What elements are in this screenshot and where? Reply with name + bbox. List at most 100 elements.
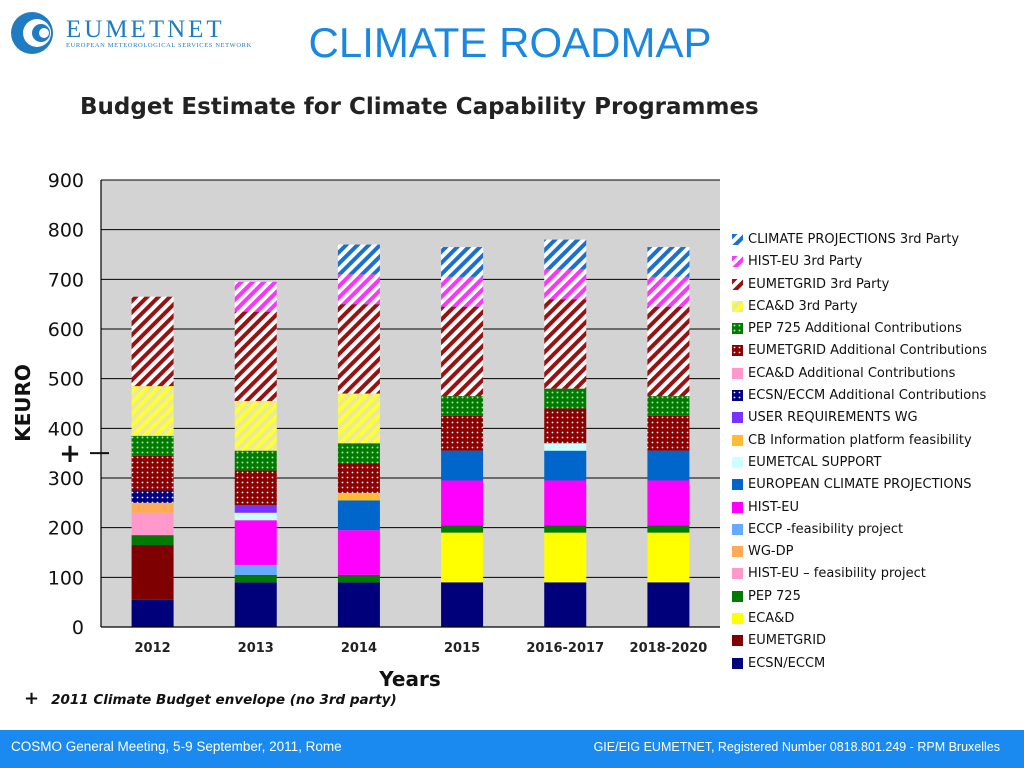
y-tick-label: 900 [48, 170, 84, 192]
bars [131, 239, 690, 627]
bar-segment [544, 388, 587, 409]
bar-segment [647, 247, 690, 277]
legend-item: EUMETGRID [732, 630, 1024, 652]
y-tick-label: 300 [48, 468, 84, 490]
y-axis-label: KEURO [11, 364, 35, 442]
bar-segment [131, 502, 174, 513]
bar-segment [647, 396, 690, 416]
bar-segment [647, 276, 690, 307]
bar-segment [337, 530, 380, 575]
bar-segment [441, 247, 484, 277]
legend-item: ECA&D Additional Contributions [732, 363, 1024, 385]
bar-segment [234, 470, 277, 506]
bar-segment [131, 599, 174, 627]
bar-segment [337, 274, 380, 305]
legend-label: EUMETGRID 3rd Party [748, 276, 890, 292]
bar-segment [234, 281, 277, 312]
legend-label: EUMETGRID [748, 633, 827, 649]
legend-label: ECSN/ECCM Additional Contributions [748, 388, 987, 404]
legend-item: ECSN/ECCM Additional Contributions [732, 385, 1024, 407]
bar-segment [337, 500, 380, 531]
eumetnet-logo: EUMETNET EUROPEAN METEOROLOGICAL SERVICE… [10, 10, 251, 56]
logo-subtitle: EUROPEAN METEOROLOGICAL SERVICES NETWORK [66, 42, 252, 49]
legend-item: ECCP -feasibility project [732, 519, 1024, 541]
bar-segment [234, 311, 277, 402]
bar-segment [131, 490, 174, 503]
legend-label: CB Information platform feasibility [748, 432, 972, 448]
legend-swatch [732, 456, 743, 468]
y-tick-label: 100 [48, 567, 84, 589]
legend-item: HIST-EU [732, 497, 1024, 519]
footer-right-text: GIE/EIG EUMETNET, Registered Number 0818… [593, 740, 1000, 754]
bar-segment [544, 450, 587, 481]
bar-segment [234, 401, 277, 451]
legend-swatch [732, 590, 743, 602]
plot-background [101, 180, 720, 627]
eumetnet-logo-icon [11, 12, 53, 54]
legend-swatch [732, 412, 743, 424]
bar-segment [647, 306, 690, 397]
legend-swatch [732, 234, 743, 245]
x-axis-label: Years [378, 667, 440, 691]
legend-swatch [732, 367, 743, 379]
legend-swatch [732, 501, 743, 513]
legend-item: EUMETGRID 3rd Party [732, 274, 1024, 296]
tick-labels: 0 100 200 300 400 500 600 700 800 900 2012 2013 2014… [48, 170, 708, 656]
legend-label: ECA&D Additional Contributions [748, 365, 956, 381]
bar-segment [647, 582, 690, 627]
legend-label: HIST-EU – feasibility project [748, 566, 926, 582]
legend-label: EUROPEAN CLIMATE PROJECTIONS [748, 477, 972, 493]
legend-item: ECSN/ECCM [732, 653, 1024, 675]
legend-swatch [732, 300, 743, 312]
legend-item: EUMETCAL SUPPORT [732, 452, 1024, 474]
bar-segment [544, 480, 587, 526]
bar-segment [647, 480, 690, 526]
legend-swatch [732, 434, 743, 446]
legend-swatch [732, 345, 743, 357]
chart-legend: CLIMATE PROJECTIONS 3rd Party HIST-EU 3rd… [732, 229, 1024, 675]
bar-segment [234, 512, 277, 521]
x-tick-label: 2016-2017 [526, 641, 604, 656]
legend-label: ECCP -feasibility project [748, 521, 904, 537]
legend-item: CB Information platform feasibility [732, 430, 1024, 452]
legend-item: ECA&D 3rd Party [732, 296, 1024, 318]
bar-segment [131, 545, 174, 600]
bar-segment [337, 304, 380, 394]
x-tick-label: 2015 [444, 641, 480, 656]
bar-segment [647, 415, 690, 451]
bar-segment [337, 582, 380, 627]
bar-segment [441, 450, 484, 481]
legend-item: EUROPEAN CLIMATE PROJECTIONS [732, 474, 1024, 496]
envelope-text: 2011 Climate Budget envelope (no 3rd par… [51, 692, 397, 708]
bar-segment [441, 415, 484, 451]
bar-segment [234, 450, 277, 471]
slide-title: CLIMATE ROADMAP [308, 19, 712, 66]
envelope-symbol: + [24, 688, 40, 709]
bar-segment [441, 306, 484, 397]
legend-item: HIST-EU – feasibility project [732, 563, 1024, 585]
legend-label: PEP 725 [748, 588, 801, 604]
bar-segment [131, 535, 174, 546]
bar-segment [647, 532, 690, 583]
bar-segment [234, 564, 277, 575]
axes [100, 180, 720, 628]
x-tick-label: 2013 [238, 641, 274, 656]
y-tick-label: 200 [48, 518, 84, 540]
legend-item: USER REQUIREMENTS WG [732, 407, 1024, 429]
legend-label: HIST-EU 3rd Party [748, 254, 863, 270]
bar-segment [131, 455, 174, 491]
logo-name: EUMETNET [66, 16, 225, 43]
bar-segment [234, 582, 277, 627]
bar-segment [131, 386, 174, 436]
legend-swatch [732, 323, 743, 335]
legend-label: ECA&D 3rd Party [748, 298, 858, 314]
envelope-note: +2011 Climate Budget envelope (no 3rd pa… [24, 688, 397, 709]
bar-segment [544, 443, 587, 451]
legend-item: CLIMATE PROJECTIONS 3rd Party [732, 229, 1024, 251]
legend-label: ECSN/ECCM [748, 655, 826, 671]
y-tick-label: 600 [48, 319, 84, 341]
bar-segment [337, 393, 380, 444]
bar-segment [234, 505, 277, 513]
bar-segment [337, 463, 380, 493]
footer-bar: COSMO General Meeting, 5-9 September, 20… [0, 730, 1024, 768]
